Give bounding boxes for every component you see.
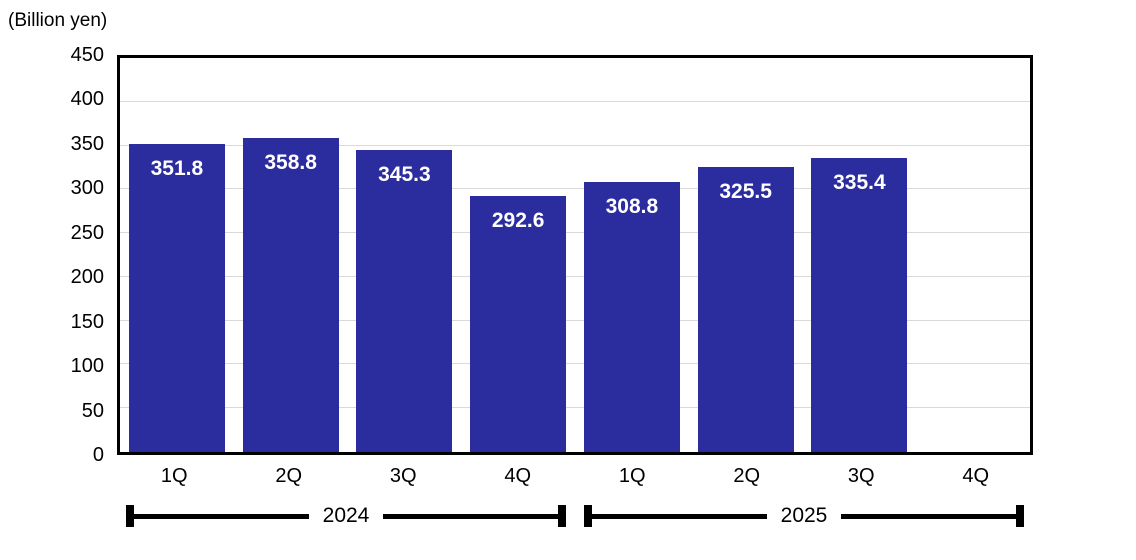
bar-value-label: 308.8 [605,194,659,218]
y-tick-label: 200 [70,266,104,289]
bar: 345.3 [356,149,453,452]
bar-value-label: 351.8 [150,156,204,180]
gridline [120,232,1030,234]
bar: 308.8 [583,181,680,452]
y-tick-label: 400 [70,88,104,111]
gridline [120,363,1030,365]
x-tick-label: 4Q [504,465,532,487]
plot-area: 351.8 358.8 345.3 292.6 308.8 325.5 335.4 [117,55,1033,455]
bracket-cap [126,505,134,527]
gridline [120,407,1030,409]
x-axis: 1Q 2Q 3Q 4Q 1Q 2Q 3Q 4Q [117,460,1033,492]
bar: 351.8 [128,143,225,452]
year-label: 2025 [780,504,828,527]
bracket-line [134,513,309,519]
bar: 325.5 [697,167,794,452]
year-label: 2024 [322,504,370,527]
gridline [120,144,1030,146]
bar-value-label: 345.3 [378,162,431,186]
x-tick-label: 3Q [389,465,417,487]
x-tick-label: 3Q [847,465,875,487]
bracket-line [592,513,767,519]
bracket-line [841,513,1016,519]
bar: 335.4 [811,158,908,452]
bar-slot [916,58,1030,452]
bar-slot: 325.5 [689,58,803,452]
y-tick-label: 350 [70,132,104,155]
bar-value-label: 358.8 [264,150,317,174]
x-tick-label: 2Q [275,465,303,487]
bar-slot: 292.6 [461,58,575,452]
y-axis: 0 50 100 150 200 250 300 350 400 450 [0,45,104,465]
bracket-line [383,513,558,519]
year-bracket: 2025 [575,505,1033,527]
x-tick-label: 2Q [733,465,761,487]
y-axis-unit-label: (Billion yen) [8,10,108,31]
bar-series: 351.8 358.8 345.3 292.6 308.8 325.5 335.4 [120,58,1030,452]
bar-slot: 308.8 [575,58,689,452]
gridline [120,319,1030,321]
bar-value-label: 292.6 [491,208,545,232]
bar-slot: 335.4 [803,58,917,452]
gridline [120,275,1030,277]
bar: 292.6 [470,195,567,452]
gridline [120,100,1030,102]
bar-value-label: 325.5 [719,180,772,204]
gridline [120,188,1030,190]
bracket-cap [558,505,566,527]
bar-slot: 358.8 [234,58,348,452]
bracket-cap [1016,505,1024,527]
bar-slot: 345.3 [348,58,462,452]
y-tick-label: 100 [70,355,104,378]
year-brackets: 2024 2025 [117,505,1033,527]
y-tick-label: 250 [70,221,104,244]
bar: 358.8 [242,137,339,452]
y-tick-label: 150 [70,310,104,333]
x-tick-label: 4Q [962,465,990,487]
bar-slot: 351.8 [120,58,234,452]
y-tick-label: 300 [70,177,104,200]
bracket-cap [584,505,592,527]
y-tick-label: 50 [81,399,104,422]
x-tick-label: 1Q [160,465,188,487]
y-tick-label: 450 [70,44,104,66]
year-bracket: 2024 [117,505,575,527]
bar-value-label: 335.4 [833,171,886,195]
x-tick-label: 1Q [618,465,646,487]
y-tick-label: 0 [92,444,104,466]
